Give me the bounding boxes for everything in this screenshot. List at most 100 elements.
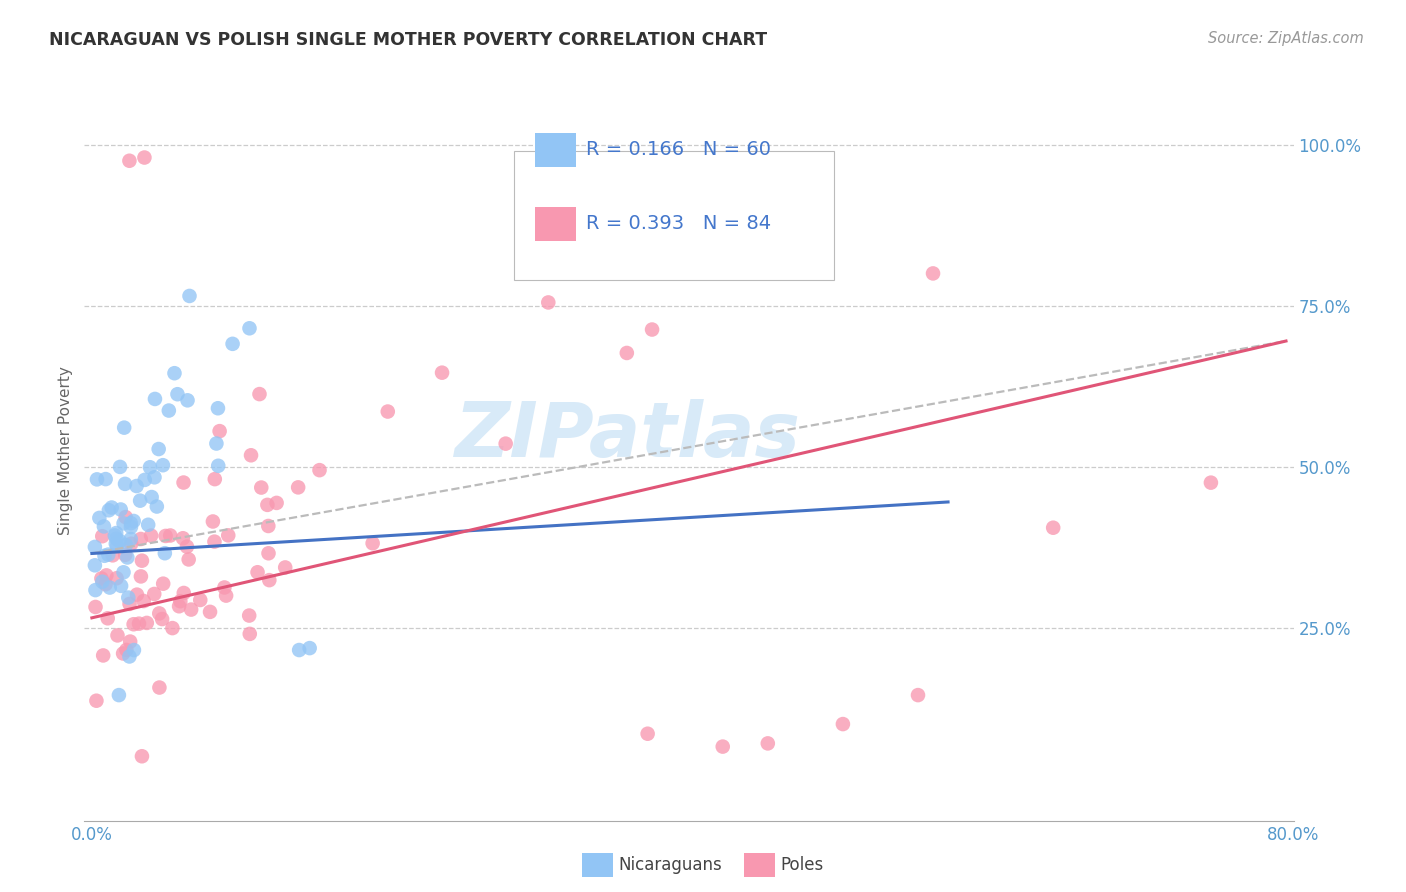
Point [117, 591, 139, 605]
Point [122, 617, 145, 632]
Text: NICARAGUAN VS POLISH SINGLE MOTHER POVERTY CORRELATION CHART: NICARAGUAN VS POLISH SINGLE MOTHER POVER… [49, 31, 768, 49]
Point [100, 500, 122, 515]
Point [177, 552, 200, 566]
Point [259, 573, 281, 587]
Point [139, 460, 162, 475]
Point [832, 717, 855, 731]
Point [641, 322, 664, 336]
Point [83, 558, 105, 573]
Point [120, 520, 142, 534]
Point [217, 528, 239, 542]
Point [115, 643, 138, 657]
Point [97, 548, 120, 562]
Point [114, 510, 136, 524]
Point [537, 295, 560, 310]
Point [98, 581, 121, 595]
Point [107, 628, 129, 642]
Point [105, 539, 128, 553]
Point [112, 647, 135, 661]
Point [108, 534, 131, 549]
Point [97, 611, 120, 625]
Point [84, 599, 107, 614]
Point [153, 546, 176, 560]
Point [173, 475, 195, 490]
Text: Poles: Poles [780, 856, 824, 874]
Point [188, 593, 211, 607]
Point [205, 436, 228, 450]
Point [143, 392, 166, 406]
Point [101, 549, 124, 563]
Point [201, 515, 224, 529]
Point [105, 532, 128, 546]
Point [152, 576, 174, 591]
Point [157, 403, 180, 417]
Text: Nicaraguans: Nicaraguans [619, 856, 723, 874]
Point [91, 574, 114, 589]
Point [122, 643, 145, 657]
Point [288, 643, 311, 657]
Point [91, 648, 114, 663]
Point [91, 529, 114, 543]
Point [89, 511, 111, 525]
Point [150, 612, 173, 626]
Point [616, 346, 638, 360]
Point [162, 621, 184, 635]
Point [249, 387, 271, 401]
Point [108, 459, 131, 474]
Point [118, 597, 141, 611]
Point [148, 607, 170, 621]
Point [110, 502, 132, 516]
Point [134, 473, 156, 487]
Point [208, 424, 231, 438]
Point [266, 496, 288, 510]
Point [120, 537, 142, 551]
Point [167, 599, 190, 614]
Point [152, 458, 174, 473]
Point [257, 519, 280, 533]
Point [907, 688, 929, 702]
Point [922, 267, 945, 281]
Point [112, 566, 135, 580]
Point [238, 608, 260, 623]
Point [166, 387, 188, 401]
FancyBboxPatch shape [536, 133, 576, 167]
Point [148, 442, 170, 456]
Point [163, 366, 186, 380]
Point [143, 587, 166, 601]
Text: R = 0.393   N = 84: R = 0.393 N = 84 [586, 214, 772, 234]
Point [104, 536, 127, 550]
Point [207, 458, 229, 473]
Point [204, 534, 226, 549]
Point [179, 289, 201, 303]
Point [114, 476, 136, 491]
Point [377, 404, 399, 418]
Point [136, 517, 159, 532]
Point [115, 538, 138, 552]
Point [112, 516, 135, 531]
Text: R = 0.166   N = 60: R = 0.166 N = 60 [586, 140, 770, 160]
Point [207, 401, 229, 416]
Point [134, 151, 156, 165]
Point [240, 448, 263, 462]
Point [118, 649, 141, 664]
Point [148, 681, 170, 695]
Point [125, 588, 148, 602]
Point [361, 536, 384, 550]
Point [110, 579, 132, 593]
Point [180, 602, 202, 616]
Point [96, 568, 118, 582]
Point [93, 519, 115, 533]
Point [120, 516, 142, 531]
Point [141, 490, 163, 504]
Point [104, 528, 127, 542]
Point [246, 566, 269, 580]
Point [105, 571, 128, 585]
Point [143, 470, 166, 484]
Point [94, 577, 117, 591]
Point [176, 540, 198, 554]
Point [711, 739, 734, 754]
Point [129, 493, 152, 508]
Point [86, 694, 108, 708]
Point [215, 589, 238, 603]
Point [257, 546, 280, 560]
